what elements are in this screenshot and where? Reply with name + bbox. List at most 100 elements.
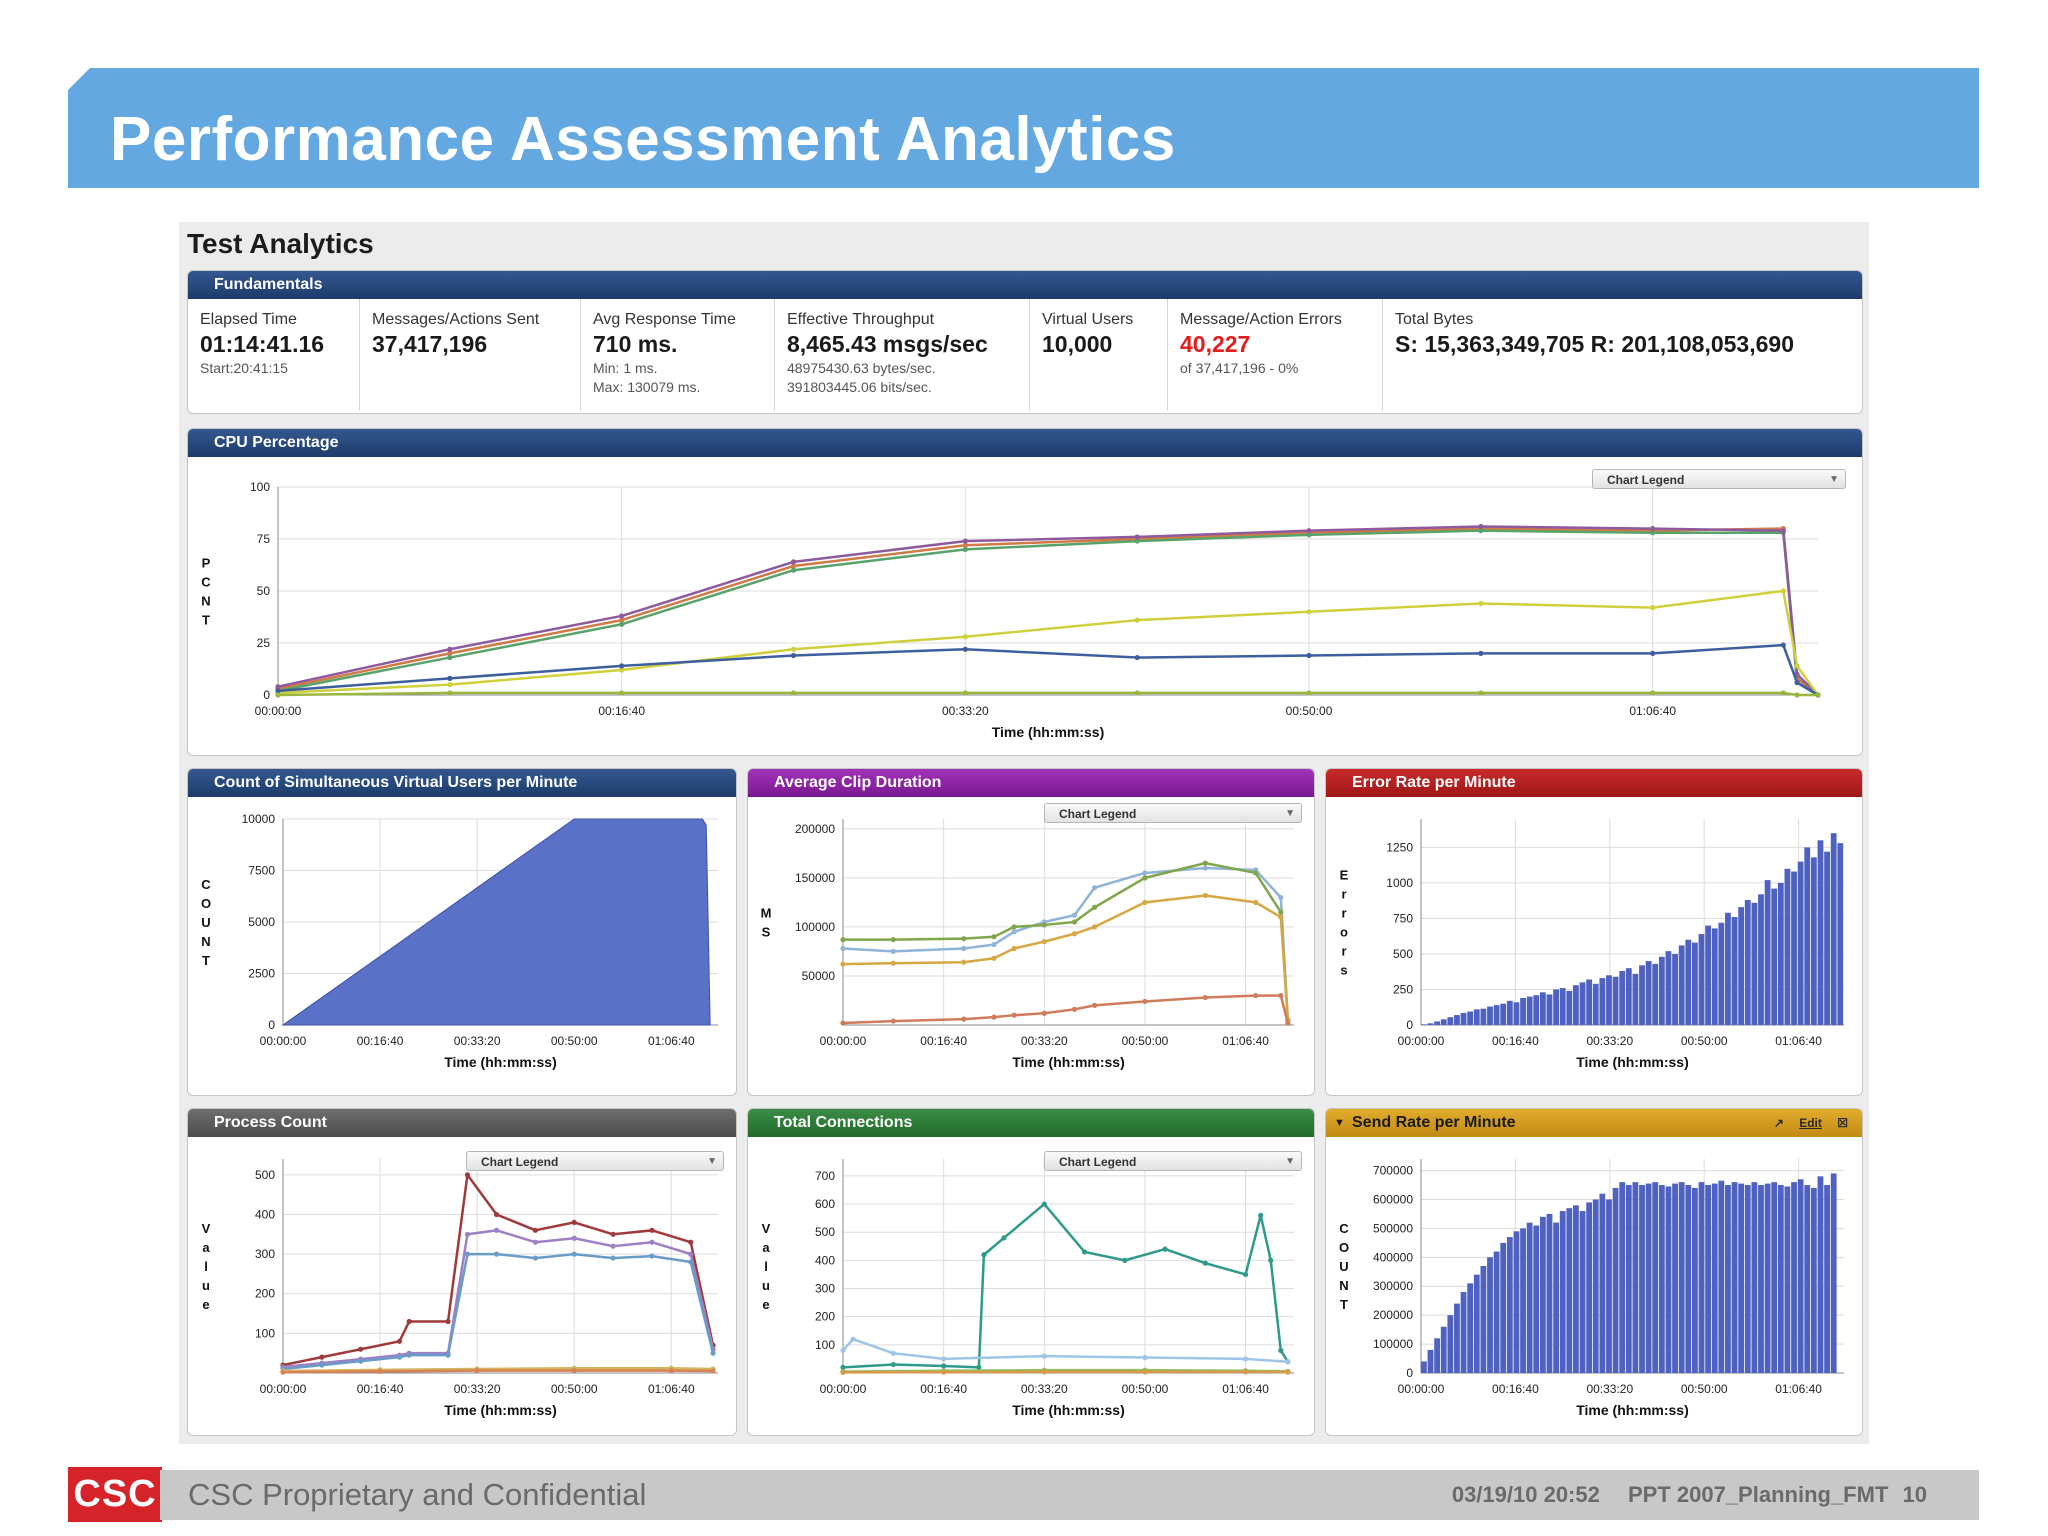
send-rate-chart: 0 100000 200000 300000 400000 500000 600000 700… (1339, 1159, 1844, 1418)
bar (1579, 982, 1586, 1025)
data-point (275, 684, 281, 690)
data-point (1278, 914, 1284, 920)
bar (1599, 978, 1606, 1025)
data-point (1071, 1006, 1078, 1012)
data-point (840, 1369, 846, 1376)
data-point (1071, 931, 1078, 937)
data-point (962, 634, 968, 640)
data-point (1142, 998, 1148, 1005)
bar (1751, 902, 1758, 1025)
bar (1493, 1251, 1500, 1373)
data-point (1142, 875, 1148, 881)
bar (1440, 1019, 1447, 1025)
fund-cell-users: Virtual Users 10,000 (1030, 299, 1168, 411)
popout-icon[interactable]: ↗ (1773, 1116, 1784, 1130)
x-axis-title: Time (hh:mm:ss) (444, 1054, 557, 1070)
data-point (840, 1364, 846, 1370)
data-point (1092, 904, 1098, 910)
chevron-down-icon: ▼ (707, 1156, 717, 1167)
y-axis-title-letter: N (1339, 1278, 1348, 1293)
y-axis-title-letter: T (202, 953, 210, 968)
bar (1526, 1222, 1533, 1373)
line-series (277, 525, 1819, 696)
data-point (1011, 929, 1017, 935)
data-point (445, 1352, 451, 1358)
bar (1573, 1205, 1579, 1373)
bar (1711, 1183, 1718, 1373)
data-point (464, 1251, 471, 1257)
data-point (962, 546, 968, 552)
data-point (991, 941, 997, 948)
bar (1817, 840, 1824, 1025)
bar (1810, 1187, 1817, 1373)
y-axis-title-letter: e (762, 1297, 769, 1312)
chart-legend-label: Chart Legend (1607, 473, 1685, 487)
data-point (396, 1338, 403, 1344)
x-tick-label: 00:16:40 (357, 1382, 404, 1396)
data-point (649, 1253, 655, 1259)
footer-confidential: CSC Proprietary and Confidential (188, 1477, 647, 1512)
bar (1771, 888, 1778, 1025)
footer-file: PPT 2007_Planning_FMT (1627, 1482, 1889, 1507)
y-tick-label: 100 (250, 480, 270, 494)
chart-legend-dropdown[interactable]: Chart Legend ▼ (1044, 1151, 1302, 1171)
bar (1744, 1185, 1751, 1373)
y-tick-label: 500 (815, 1225, 835, 1239)
x-axis-title: Time (hh:mm:ss) (1012, 1054, 1125, 1070)
bar (1718, 1180, 1725, 1373)
chart-legend-dropdown[interactable]: Chart Legend ▼ (1044, 803, 1302, 823)
chart-legend-dropdown[interactable]: Chart Legend ▼ (466, 1151, 724, 1171)
data-point (619, 621, 625, 627)
y-tick-label: 100000 (1373, 1337, 1413, 1351)
y-tick-label: 500000 (1373, 1221, 1413, 1235)
fund-label: Message/Action Errors (1180, 311, 1342, 328)
bar (1592, 1199, 1599, 1373)
data-point (976, 1364, 982, 1370)
y-tick-label: 100 (815, 1338, 835, 1352)
process-count-panel: Process Count Chart Legend ▼ 100 200 300 400… (187, 1108, 737, 1436)
clip-duration-chart: 50000 100000 150000 200000 00:00:00 00:16:40 0… (761, 819, 1294, 1070)
data-point (377, 1368, 383, 1375)
data-point (850, 1336, 856, 1342)
data-point (1011, 945, 1017, 952)
data-point (840, 961, 846, 967)
bar (1658, 956, 1665, 1025)
data-point (961, 1016, 967, 1022)
bar (1454, 1303, 1460, 1373)
data-point (493, 1227, 500, 1233)
x-tick-label: 00:16:40 (920, 1034, 967, 1048)
data-point (962, 538, 968, 544)
fund-sub: of 37,417,196 - 0% (1180, 360, 1299, 376)
footer-bar: CSC Proprietary and Confidential 03/19/1… (160, 1470, 1979, 1520)
chart-legend-dropdown[interactable]: Chart Legend ▼ (1592, 469, 1846, 489)
data-point (962, 542, 968, 548)
collapse-arrow-icon[interactable]: ▼ (1334, 1117, 1345, 1129)
data-point (1306, 528, 1312, 534)
data-point (1071, 919, 1078, 925)
data-point (1011, 1012, 1017, 1018)
x-tick-label: 00:00:00 (1398, 1034, 1445, 1048)
edit-link[interactable]: Edit (1799, 1116, 1822, 1130)
bar (1513, 1231, 1520, 1373)
y-axis-title-letter: V (762, 1221, 771, 1236)
fund-cell-elapsed: Elapsed Time 01:14:41.16 Start:20:41:15 (188, 299, 360, 411)
y-axis-title-letter: N (201, 594, 210, 609)
bar (1632, 1182, 1639, 1373)
data-point (447, 690, 453, 696)
line-series (282, 1173, 715, 1367)
close-icon[interactable]: ☒ (1837, 1116, 1848, 1130)
data-point (1134, 690, 1140, 696)
data-point (1285, 1369, 1291, 1375)
bar (1738, 1183, 1745, 1373)
bar (1467, 1011, 1474, 1025)
data-point (1794, 663, 1800, 669)
chart-legend-label: Chart Legend (1059, 1155, 1137, 1169)
data-point (790, 652, 797, 659)
x-tick-label: 00:33:20 (1021, 1382, 1068, 1396)
data-point (991, 934, 997, 940)
x-axis-title: Time (hh:mm:ss) (992, 724, 1105, 740)
y-axis-title-letter: s (1340, 963, 1347, 978)
y-tick-label: 150000 (795, 871, 835, 885)
slide-header: Performance Assessment Analytics (68, 68, 1979, 188)
total-connections-header: Total Connections (748, 1109, 1314, 1137)
